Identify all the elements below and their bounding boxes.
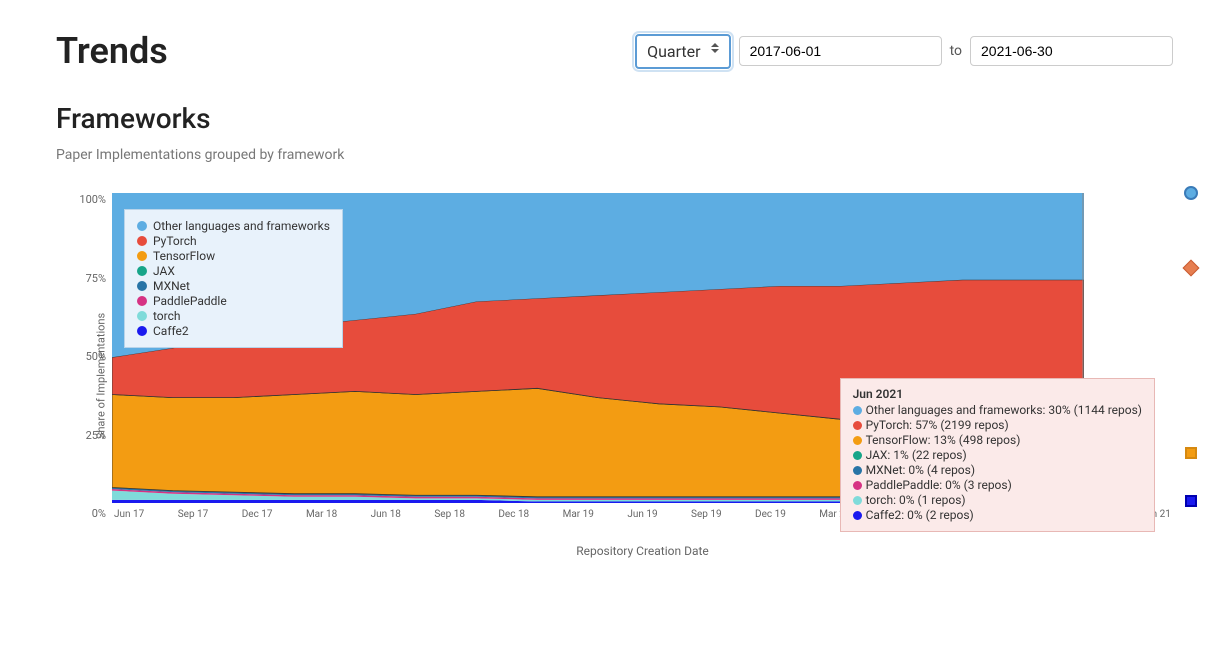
tooltip-dot-icon [853,406,862,415]
tooltip-label: PyTorch: 57% (2199 repos) [866,418,1009,432]
controls-bar: Quarter to [635,34,1173,69]
tooltip-label: Caffe2: 0% (2 repos) [866,508,974,522]
x-tick: Dec 19 [755,509,786,520]
marker-square [1185,447,1197,459]
legend-label: Caffe2 [153,324,189,338]
period-select[interactable]: Quarter [635,34,730,69]
x-tick: Dec 17 [242,509,273,520]
legend-dot-icon [137,326,147,336]
tooltip-item: JAX: 1% (22 repos) [853,448,1142,462]
y-tick: 50% [68,350,106,363]
tooltip-dot-icon [853,421,862,430]
legend-dot-icon [137,236,147,246]
section-desc: Paper Implementations grouped by framewo… [56,147,1173,163]
tooltip-label: Other languages and frameworks: 30% (114… [866,403,1142,417]
legend-label: MXNet [153,279,190,293]
tooltip-label: MXNet: 0% (4 repos) [866,463,975,477]
legend-item[interactable]: Other languages and frameworks [137,219,330,233]
marker-circle [1184,186,1198,200]
tooltip-item: Caffe2: 0% (2 repos) [853,508,1142,522]
legend: Other languages and frameworksPyTorchTen… [124,209,343,348]
x-tick: Mar 19 [563,509,594,520]
x-tick: Mar 18 [306,509,337,520]
tooltip-label: TensorFlow: 13% (498 repos) [866,433,1021,447]
y-tick: 100% [68,193,106,206]
legend-dot-icon [137,296,147,306]
tooltip-item: Other languages and frameworks: 30% (114… [853,403,1142,417]
tooltip-dot-icon [853,481,862,490]
legend-item[interactable]: PyTorch [137,234,330,248]
x-axis-label: Repository Creation Date [112,544,1173,558]
tooltip-dot-icon [853,511,862,520]
section-title: Frameworks [56,102,1173,135]
tooltip-item: PyTorch: 57% (2199 repos) [853,418,1142,432]
x-tick: Dec 18 [498,509,529,520]
legend-dot-icon [137,221,147,231]
legend-label: torch [153,309,181,323]
legend-dot-icon [137,281,147,291]
x-tick: Jun 18 [371,509,401,520]
tooltip-item: TensorFlow: 13% (498 repos) [853,433,1142,447]
x-tick: Jun 19 [627,509,657,520]
tooltip-dot-icon [853,451,862,460]
plot-area: 100%75%50%25%0% Other languages and fram… [112,193,1173,520]
tooltip-item: torch: 0% (1 repos) [853,493,1142,507]
legend-item[interactable]: torch [137,309,330,323]
marker-diamond [1185,274,1197,286]
tooltip-dot-icon [853,436,862,445]
legend-label: PyTorch [153,234,197,248]
tooltip: Jun 2021 Other languages and frameworks: … [840,378,1155,532]
period-select-label: Quarter [647,42,700,61]
tooltip-dot-icon [853,466,862,475]
legend-item[interactable]: Caffe2 [137,324,330,338]
legend-item[interactable]: JAX [137,264,330,278]
y-tick: 75% [68,272,106,285]
x-tick: Sep 17 [178,509,209,520]
x-tick: Jun 17 [114,509,144,520]
date-from-input[interactable] [739,36,942,66]
x-tick: Sep 18 [434,509,465,520]
legend-label: PaddlePaddle [153,294,227,308]
tooltip-item: PaddlePaddle: 0% (3 repos) [853,478,1142,492]
legend-item[interactable]: MXNet [137,279,330,293]
to-label: to [950,43,962,59]
chart-container: Share of Implementations 100%75%50%25%0%… [56,193,1173,558]
legend-item[interactable]: PaddlePaddle [137,294,330,308]
tooltip-label: PaddlePaddle: 0% (3 repos) [866,478,1012,492]
tooltip-item: MXNet: 0% (4 repos) [853,463,1142,477]
marker-square [1185,495,1197,507]
x-tick: Sep 19 [691,509,722,520]
legend-label: JAX [153,264,175,278]
legend-dot-icon [137,266,147,276]
y-tick: 25% [68,429,106,442]
y-tick: 0% [68,507,106,520]
legend-label: Other languages and frameworks [153,219,330,233]
page-title: Trends [56,30,168,72]
legend-dot-icon [137,311,147,321]
legend-label: TensorFlow [153,249,215,263]
date-to-input[interactable] [970,36,1173,66]
legend-dot-icon [137,251,147,261]
y-ticks: 100% 75% 50% 25% 0% [68,193,106,520]
legend-item[interactable]: TensorFlow [137,249,330,263]
tooltip-label: JAX: 1% (22 repos) [866,448,967,462]
tooltip-label: torch: 0% (1 repos) [866,493,966,507]
tooltip-title: Jun 2021 [853,387,1142,401]
tooltip-dot-icon [853,496,862,505]
